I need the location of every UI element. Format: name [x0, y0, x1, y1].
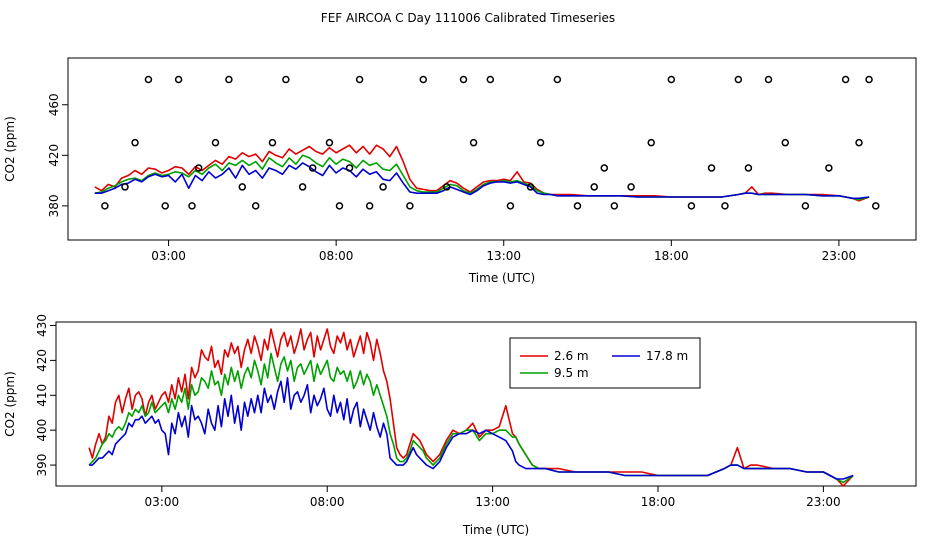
x-tick-label: 23:00: [806, 495, 841, 509]
y-axis-label: CO2 (ppm): [3, 371, 17, 437]
top-panel: 03:00 08:00 13:00 18:00 23:00 380 420 460 Time (…: [3, 57, 917, 285]
series-line-17-8-m: [89, 376, 854, 480]
data-point: [443, 183, 451, 191]
x-tick-label: 13:00: [475, 495, 510, 509]
data-point: [406, 202, 414, 210]
data-point: [419, 75, 428, 84]
data-point: [825, 164, 833, 172]
data-point: [734, 75, 743, 84]
x-axis-label: Time (UTC): [468, 271, 535, 285]
legend-label: 17.8 m: [646, 349, 688, 363]
data-point: [610, 202, 619, 210]
data-point: [161, 202, 169, 210]
x-tick-label: 23:00: [822, 249, 857, 263]
data-point: [781, 138, 790, 147]
data-point: [600, 164, 609, 172]
y-tick-label: 400: [35, 419, 49, 442]
data-point: [282, 75, 290, 84]
x-tick-label: 03:00: [151, 249, 186, 263]
data-point: [144, 75, 153, 84]
plot-frame: [55, 321, 917, 487]
series-line-17-8-m: [94, 162, 870, 200]
data-point: [855, 138, 863, 147]
data-point: [865, 75, 873, 84]
data-point: [526, 183, 535, 191]
data-point: [590, 183, 598, 191]
x-tick-label: 03:00: [145, 495, 180, 509]
data-point: [121, 183, 129, 191]
x-axis-label: Time (UTC): [462, 523, 529, 537]
plot-frame: [67, 57, 917, 241]
data-point: [707, 164, 716, 172]
data-point: [469, 138, 478, 147]
data-point: [553, 75, 562, 84]
data-point: [345, 164, 354, 172]
data-point: [355, 75, 364, 84]
data-point: [506, 202, 515, 210]
y-tick-label: 460: [47, 93, 61, 116]
data-point: [687, 202, 696, 210]
bottom-panel: 03:00 08:00 13:00 18:00 23:00 390 400 410 420 430…: [3, 314, 917, 537]
data-point: [238, 183, 247, 191]
series-line-2-6-m: [88, 328, 854, 487]
figure-title: FEF AIRCOA C Day 111006 Calibrated Times…: [321, 11, 615, 25]
data-point: [841, 75, 850, 84]
y-tick-label: 380: [47, 194, 61, 217]
x-tick-label: 18:00: [641, 495, 676, 509]
data-point: [174, 75, 183, 84]
data-point: [194, 164, 203, 172]
x-tick-label: 18:00: [654, 249, 689, 263]
data-point: [872, 202, 880, 210]
y-tick-label: 430: [35, 314, 49, 337]
y-axis-label: CO2 (ppm): [3, 116, 17, 182]
data-point: [101, 202, 109, 210]
data-point: [251, 202, 260, 210]
data-point: [744, 164, 753, 172]
data-point: [298, 183, 307, 191]
y-tick-label: 410: [35, 384, 49, 407]
data-point: [667, 75, 676, 84]
data-point: [335, 202, 344, 210]
data-point: [764, 75, 773, 84]
legend-label: 2.6 m: [554, 349, 589, 363]
x-tick-label: 13:00: [486, 249, 521, 263]
series-line-9-5-m: [88, 352, 854, 484]
data-point: [647, 138, 655, 147]
data-point: [536, 138, 545, 147]
data-point: [268, 138, 277, 147]
data-point: [573, 202, 582, 210]
data-point: [801, 202, 810, 210]
data-point: [188, 202, 196, 210]
y-tick-label: 390: [35, 454, 49, 477]
data-point: [325, 138, 334, 147]
y-tick-label: 420: [35, 349, 49, 372]
legend: 2.6 m 9.5 m 17.8 m: [509, 337, 701, 389]
legend-label: 9.5 m: [554, 366, 589, 380]
data-point: [721, 202, 729, 210]
y-tick-label: 420: [47, 144, 61, 167]
data-point: [308, 164, 317, 172]
data-point: [486, 75, 495, 84]
data-point: [131, 138, 139, 147]
data-point: [225, 75, 233, 84]
data-point: [365, 202, 374, 210]
legend-box: [509, 337, 701, 389]
x-tick-label: 08:00: [310, 495, 345, 509]
data-point: [627, 183, 635, 191]
x-tick-label: 08:00: [319, 249, 354, 263]
data-point: [459, 75, 468, 84]
data-point: [379, 183, 387, 191]
data-point: [211, 138, 220, 147]
